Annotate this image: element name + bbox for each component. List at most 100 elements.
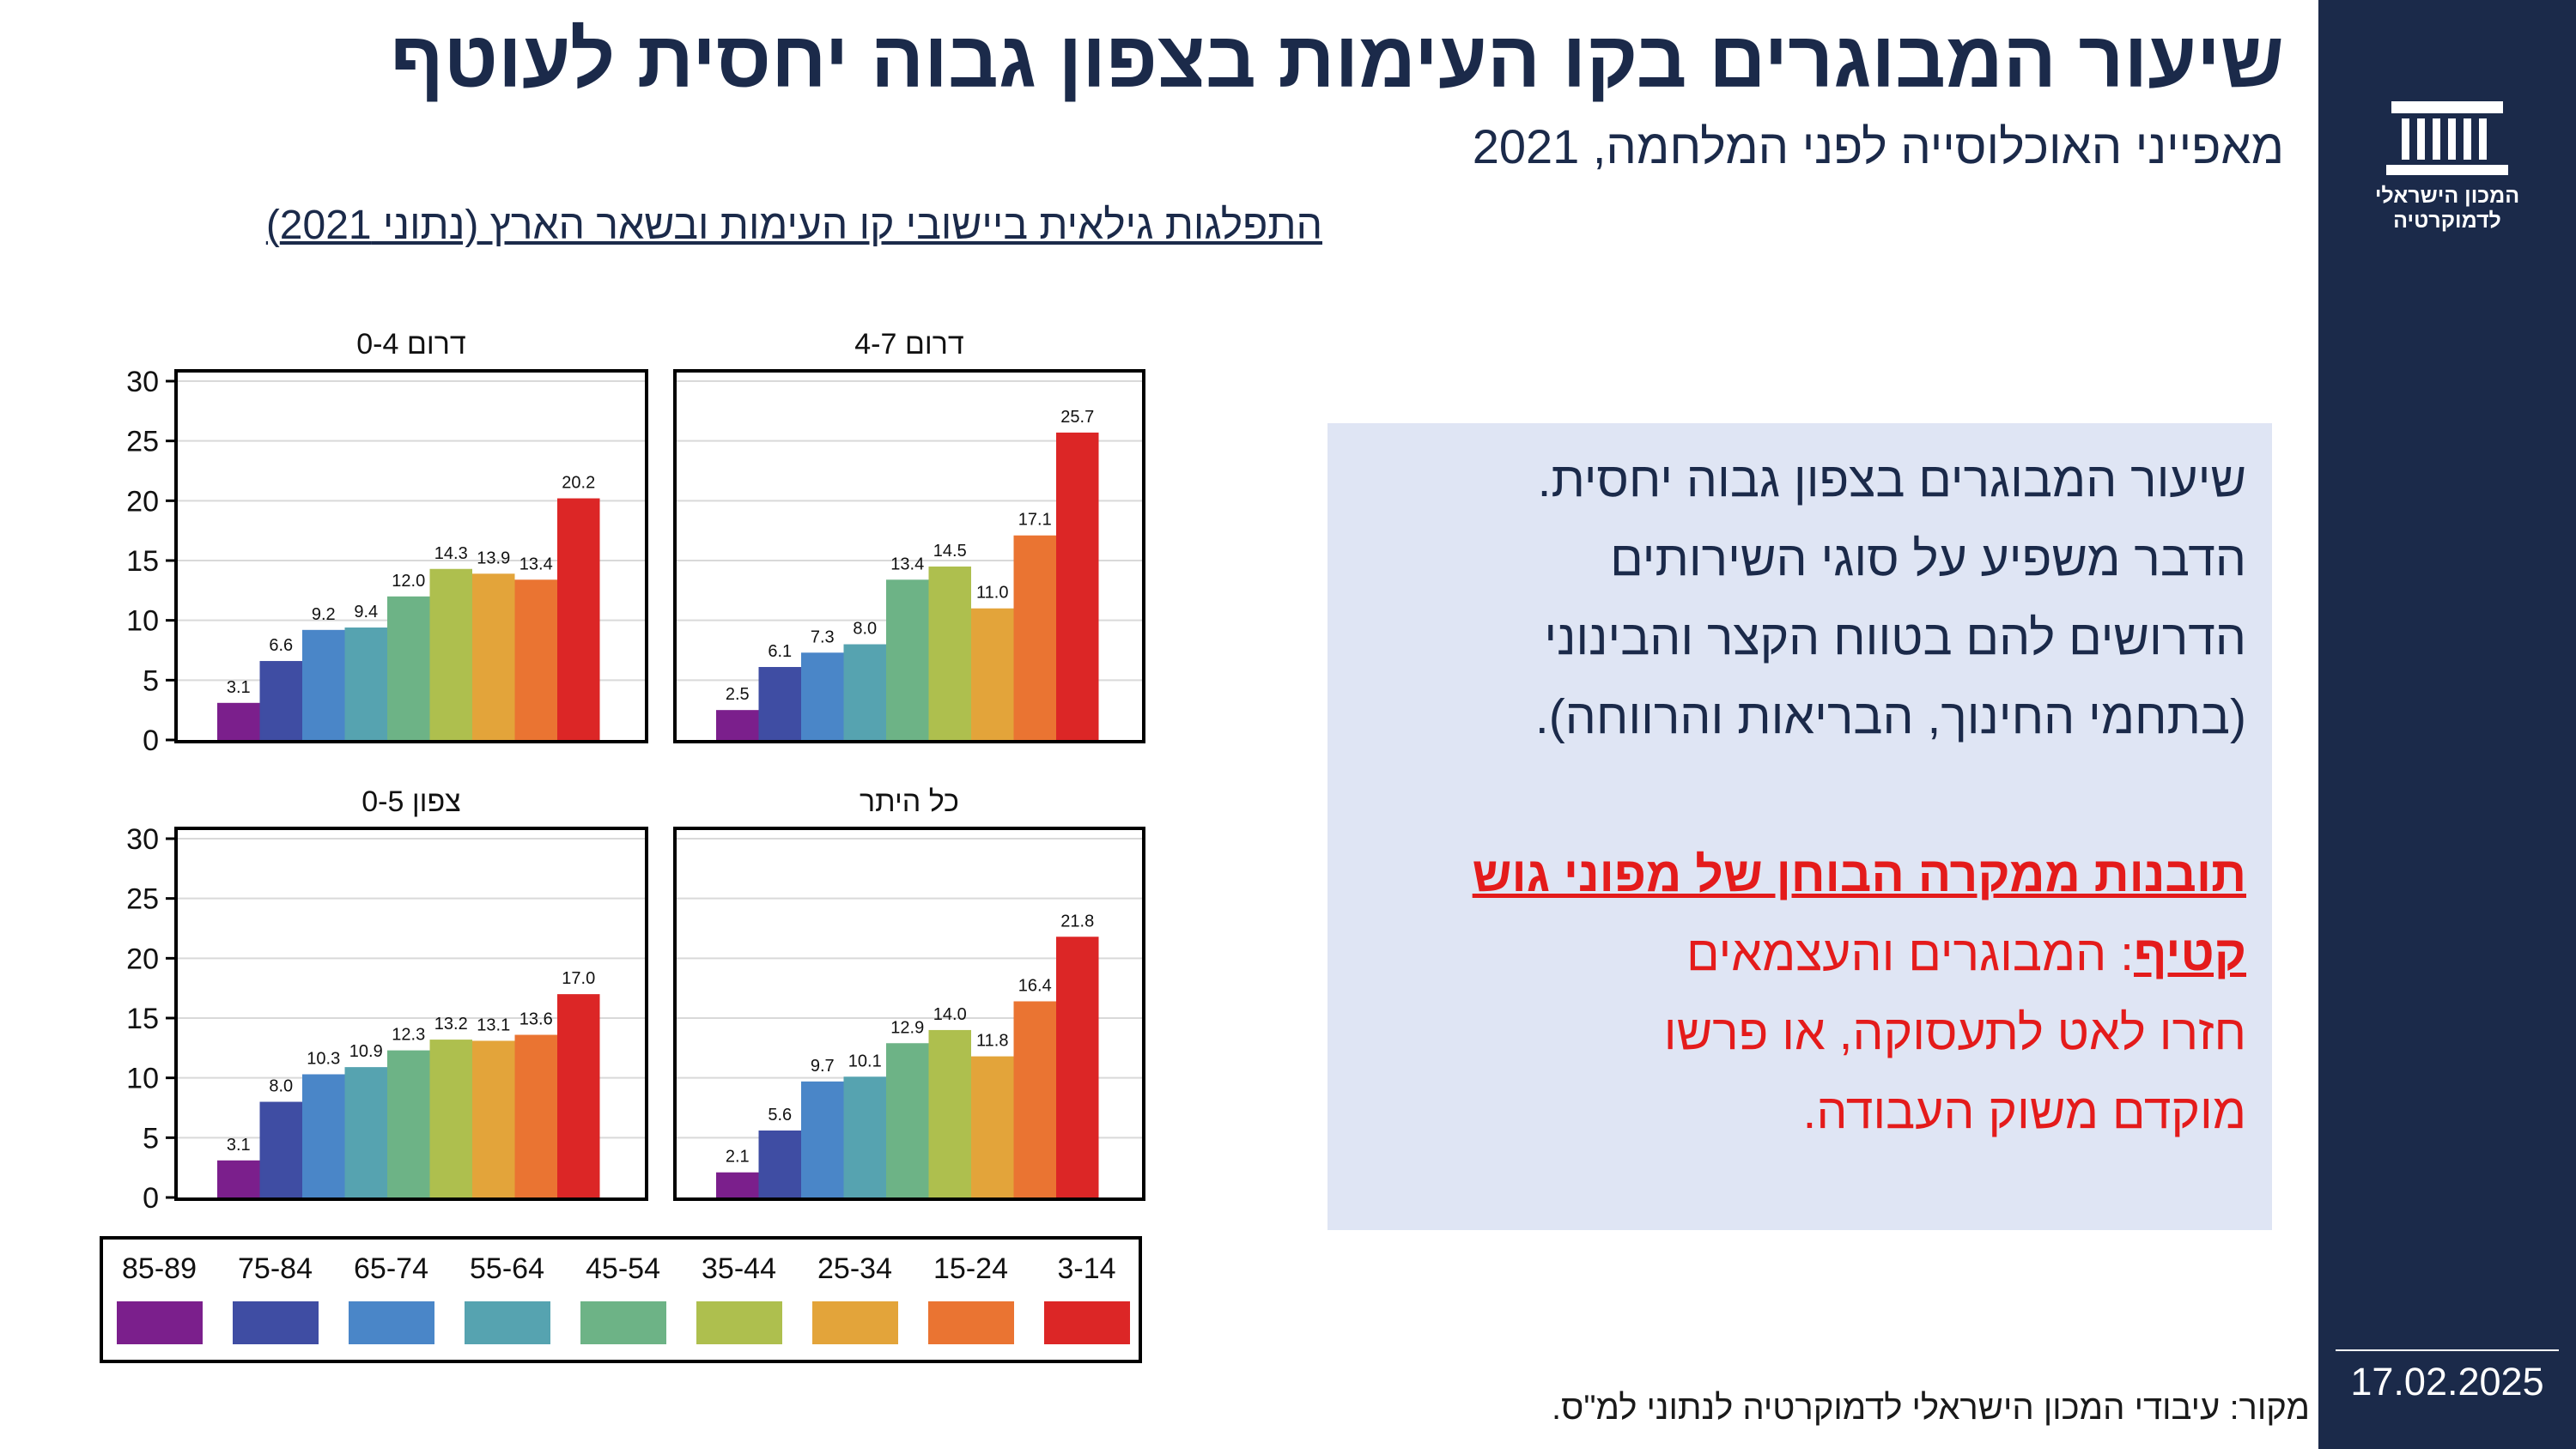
legend-swatch	[348, 1301, 434, 1344]
data-label: 3.1	[227, 678, 251, 697]
sidebar: המכון הישראלי לדמוקרטיה 17.02.2025	[2318, 0, 2576, 1449]
callout-line: הדרושים להם בטווח הקצר והבינוני	[1544, 610, 2246, 665]
bar-3-14	[1056, 432, 1099, 740]
legend-swatch	[464, 1301, 550, 1344]
data-label: 13.2	[434, 1015, 468, 1034]
legend-label: 55-64	[470, 1252, 544, 1285]
data-label: 3.1	[227, 1136, 251, 1155]
bar-15-24	[1013, 1001, 1056, 1197]
legend-item: 75-84	[226, 1248, 325, 1344]
bar-3-14	[1056, 937, 1099, 1197]
legend-item: 15-24	[921, 1248, 1020, 1344]
sidebar-divider	[2336, 1349, 2559, 1351]
slide-date: 17.02.2025	[2350, 1360, 2544, 1404]
bar-85-89	[217, 702, 260, 740]
insight-line: חזרו לאט לתעסוקה, או פרשו	[1663, 1005, 2246, 1060]
data-label: 21.8	[1060, 912, 1094, 931]
bar-15-24	[514, 579, 557, 740]
page-subtitle: מאפייני האוכלוסייה לפני המלחמה, 2021	[1472, 119, 2284, 173]
legend-swatch	[232, 1301, 319, 1344]
y-tick-label: 25	[126, 426, 159, 458]
bar-65-74	[801, 652, 844, 740]
bar-35-44	[928, 566, 971, 740]
bar-3-14	[557, 498, 600, 740]
data-label: 17.0	[562, 969, 595, 988]
bar-15-24	[514, 1034, 557, 1197]
insight-text: : המבוגרים והעצמאים	[1686, 926, 2134, 981]
data-label: 13.4	[890, 555, 924, 573]
data-label: 17.1	[1018, 511, 1052, 530]
data-label: 10.3	[307, 1049, 340, 1068]
legend-label: 65-74	[354, 1252, 428, 1285]
bar-25-34	[472, 573, 515, 740]
legend-item: 85-89	[110, 1248, 209, 1344]
page-title: שיעור המבוגרים בקו העימות בצפון גבוה יחס…	[390, 16, 2284, 104]
chart-legend: 85-89 75-84 65-74 55-64 45-54 35-44 25-34 15-24…	[100, 1236, 1142, 1363]
data-label: 12.0	[392, 572, 425, 591]
legend-item: 3-14	[1037, 1248, 1136, 1344]
bar-85-89	[716, 710, 759, 740]
bar-3-14	[557, 994, 600, 1197]
data-label: 12.3	[392, 1026, 425, 1045]
legend-label: 15-24	[933, 1252, 1008, 1285]
data-label: 11.0	[976, 584, 1008, 603]
legend-item: 55-64	[458, 1248, 556, 1344]
logo-line-1: המכון הישראלי	[2374, 184, 2520, 208]
data-label: 10.1	[848, 1052, 882, 1070]
callout-box: שיעור המבוגרים בצפון גבוה יחסית. הדבר מש…	[1327, 423, 2272, 1230]
data-label: 13.1	[477, 1016, 510, 1034]
callout-text: שיעור המבוגרים בצפון גבוה יחסית. הדבר מש…	[1362, 440, 2246, 756]
legend-item: 25-34	[805, 1248, 904, 1344]
callout-insight: תובנות ממקרה הבוחן של מפוני גוש קטיף: המ…	[1362, 835, 2246, 1151]
panel-frame	[174, 369, 648, 743]
legend-label: 25-34	[817, 1252, 892, 1285]
data-label: 9.2	[312, 605, 336, 624]
legend-item: 45-54	[574, 1248, 672, 1344]
data-label: 25.7	[1060, 408, 1094, 427]
data-label: 14.5	[933, 542, 967, 561]
y-tick-label: 15	[126, 1003, 159, 1035]
bar-75-84	[259, 1101, 302, 1197]
panel-title: צפון 0-5	[361, 785, 461, 818]
data-label: 6.6	[269, 636, 293, 655]
bar-75-84	[259, 661, 302, 740]
panel-title: דרום 4-7	[854, 328, 963, 361]
bar-45-54	[886, 1043, 929, 1197]
bar-35-44	[429, 568, 472, 740]
legend-label: 75-84	[238, 1252, 313, 1285]
panel-frame	[174, 827, 648, 1201]
data-label: 2.1	[726, 1148, 750, 1167]
data-label: 13.6	[519, 1010, 553, 1029]
source-note: מקור: עיבודי המכון הישראלי לדמוקרטיה לנת…	[1551, 1389, 2310, 1427]
bar-45-54	[387, 1050, 430, 1197]
charts-area: 3.1 6.6 9.2 9.4 12.0 14.3 13.9 13.4 20.2 דרום 0-4…	[126, 328, 1145, 1215]
panel-title: כל היתר	[860, 785, 959, 818]
data-label: 12.9	[890, 1018, 924, 1037]
bar-55-64	[843, 1076, 886, 1197]
legend-swatch	[811, 1301, 898, 1344]
data-label: 14.3	[434, 544, 468, 563]
y-tick-label: 5	[143, 1122, 159, 1155]
callout-line: שיעור המבוגרים בצפון גבוה יחסית.	[1537, 452, 2246, 507]
y-tick-label: 20	[126, 943, 159, 975]
bar-45-54	[387, 596, 430, 740]
insight-line: מוקדם משוק העבודה.	[1802, 1084, 2246, 1139]
legend-label: 85-89	[122, 1252, 197, 1285]
bar-65-74	[302, 1074, 345, 1197]
legend-swatch	[1043, 1301, 1130, 1344]
data-label: 7.3	[811, 627, 835, 646]
data-label: 20.2	[562, 474, 595, 493]
institution-building-icon	[2386, 101, 2508, 175]
data-label: 2.5	[726, 685, 750, 704]
legend-label: 45-54	[586, 1252, 660, 1285]
logo-text: המכון הישראלי לדמוקרטיה	[2336, 184, 2559, 233]
data-label: 8.0	[269, 1077, 293, 1096]
panel-frame	[673, 827, 1145, 1201]
y-tick-label: 0	[143, 724, 159, 757]
y-tick-label: 20	[126, 485, 159, 518]
data-label: 11.8	[976, 1032, 1008, 1051]
bar-85-89	[716, 1172, 759, 1197]
legend-item: 65-74	[342, 1248, 440, 1344]
y-tick-label: 30	[126, 366, 159, 398]
legend-item: 35-44	[690, 1248, 788, 1344]
